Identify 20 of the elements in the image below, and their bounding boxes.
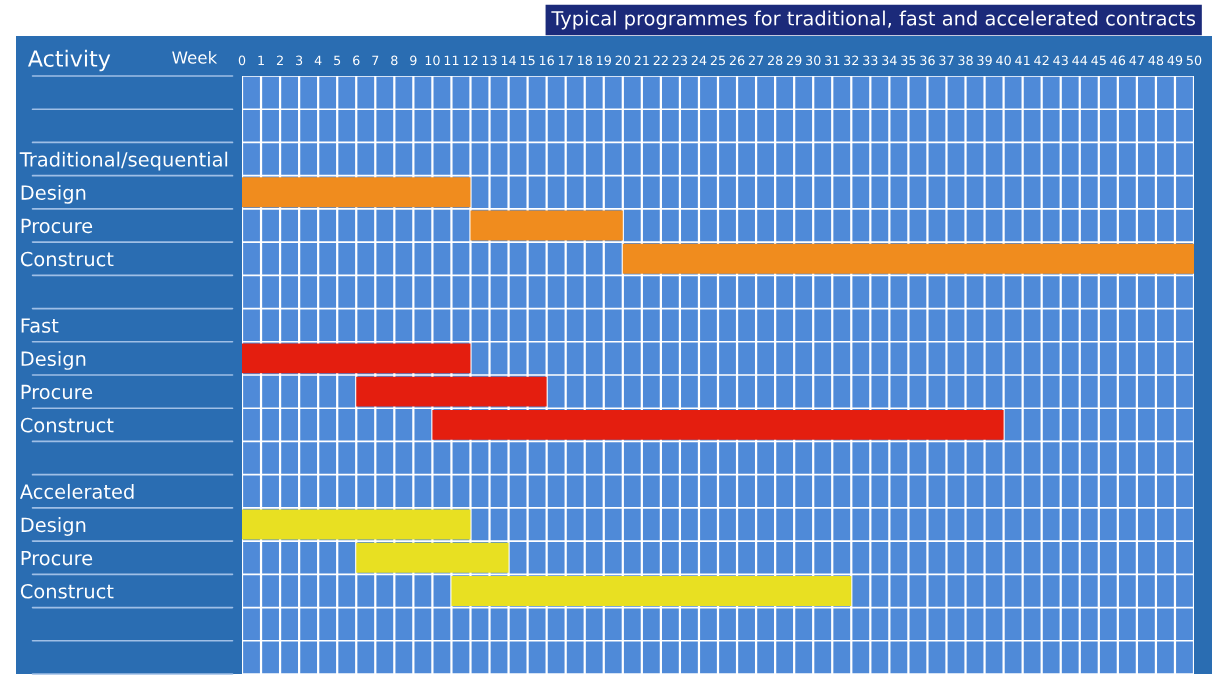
bar (622, 243, 1194, 274)
bar (470, 210, 623, 241)
y-tick-label: Design (21, 351, 86, 370)
y-tick-label: Construct (20, 583, 114, 599)
y-tick-label: Procure (21, 550, 93, 566)
chart-title: Typical programmes for traditional, fast and accelerated contracts (551, 10, 1196, 30)
y-tick-label: Design (21, 517, 86, 536)
x-axis-title: Week (172, 50, 218, 64)
bar (242, 177, 471, 208)
y-tick-label: Construct (20, 251, 114, 267)
y-tick-label: Procure (21, 384, 93, 400)
bar (242, 509, 471, 540)
y-tick-label: Accelerated (19, 483, 134, 499)
y-tick-label: Traditional/sequential (19, 151, 228, 171)
bar (242, 343, 471, 374)
y-tick-label: Design (21, 184, 86, 204)
y-tick-label: Fast (21, 318, 59, 333)
y-tick-label: Procure (21, 218, 93, 234)
y-tick-label: Construct (20, 417, 114, 433)
y-axis-title: Activity (27, 49, 111, 72)
